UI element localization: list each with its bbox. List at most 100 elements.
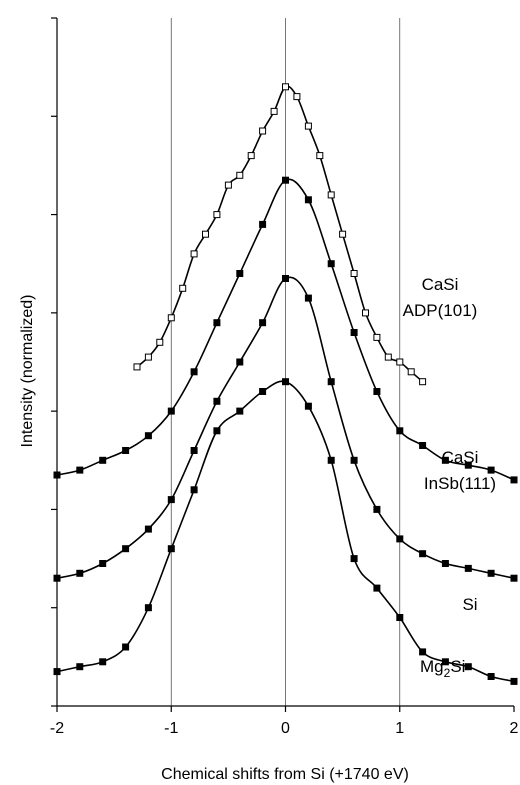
series-2 bbox=[53, 275, 518, 582]
data-point bbox=[259, 127, 267, 135]
data-point bbox=[259, 220, 267, 228]
series-label: CaSi bbox=[442, 448, 479, 467]
data-point bbox=[487, 466, 495, 474]
data-point bbox=[144, 604, 152, 612]
series-1 bbox=[53, 176, 518, 484]
data-point bbox=[350, 456, 358, 464]
data-point bbox=[316, 152, 324, 160]
data-point bbox=[419, 550, 427, 558]
data-point bbox=[213, 427, 221, 435]
data-point bbox=[327, 191, 335, 199]
data-point bbox=[327, 456, 335, 464]
data-point bbox=[99, 658, 107, 666]
data-point bbox=[190, 368, 198, 376]
data-point bbox=[419, 648, 427, 656]
data-point bbox=[384, 353, 392, 361]
data-point bbox=[236, 171, 244, 179]
data-point bbox=[350, 555, 358, 563]
x-tick-label: 1 bbox=[395, 720, 404, 737]
data-point bbox=[373, 505, 381, 513]
data-point bbox=[396, 614, 404, 621]
x-axis-title: Chemical shifts from Si (+1740 eV) bbox=[161, 766, 409, 783]
data-point bbox=[190, 250, 198, 258]
data-point bbox=[76, 466, 84, 474]
data-point bbox=[464, 461, 472, 469]
data-point bbox=[213, 397, 221, 405]
data-point bbox=[362, 309, 369, 317]
data-point bbox=[179, 284, 187, 292]
data-point bbox=[282, 378, 289, 386]
data-point bbox=[339, 230, 347, 238]
data-point bbox=[293, 93, 301, 101]
series-label: InSb(111) bbox=[424, 474, 496, 493]
data-point bbox=[99, 560, 107, 567]
data-point bbox=[304, 122, 312, 130]
data-point bbox=[144, 525, 152, 533]
data-point bbox=[133, 363, 141, 371]
data-point bbox=[304, 402, 312, 410]
data-point bbox=[236, 358, 244, 366]
data-point bbox=[167, 314, 175, 322]
data-point bbox=[190, 486, 198, 494]
data-point bbox=[441, 560, 449, 567]
data-point bbox=[464, 564, 472, 572]
data-point bbox=[441, 456, 449, 464]
data-point bbox=[419, 378, 427, 386]
data-point bbox=[167, 407, 175, 415]
data-point bbox=[224, 181, 232, 189]
data-point bbox=[122, 545, 130, 553]
data-point bbox=[213, 211, 221, 219]
series-label: Si bbox=[462, 595, 477, 614]
x-tick-label: -1 bbox=[164, 720, 178, 737]
data-point bbox=[327, 260, 335, 268]
data-point bbox=[236, 407, 244, 415]
data-point bbox=[510, 574, 518, 582]
data-point bbox=[396, 535, 404, 543]
data-point bbox=[259, 388, 267, 395]
data-point bbox=[304, 196, 312, 204]
data-point bbox=[282, 176, 289, 184]
data-point bbox=[373, 388, 381, 395]
data-point bbox=[99, 456, 107, 464]
data-point bbox=[213, 319, 221, 327]
data-point bbox=[487, 673, 495, 680]
data-point bbox=[167, 496, 175, 504]
series-0 bbox=[133, 83, 427, 386]
data-point bbox=[156, 338, 164, 346]
data-point bbox=[464, 663, 472, 671]
series-labels: CaSi ADP(101) CaSi InSb(111) Si Mg2Si bbox=[403, 275, 496, 680]
data-series bbox=[53, 83, 518, 685]
x-tick-label: -2 bbox=[50, 720, 64, 737]
data-point bbox=[373, 584, 381, 592]
data-point bbox=[510, 677, 518, 685]
data-point bbox=[487, 569, 495, 577]
axes: -2 -1 0 1 2 bbox=[50, 17, 519, 737]
data-point bbox=[407, 368, 415, 376]
data-point bbox=[122, 447, 130, 454]
data-point bbox=[76, 663, 84, 671]
data-point bbox=[441, 658, 449, 666]
series-label: CaSi bbox=[422, 275, 459, 294]
data-point bbox=[122, 643, 130, 651]
data-point bbox=[396, 427, 404, 435]
data-point bbox=[247, 152, 255, 160]
data-point bbox=[167, 545, 175, 553]
data-point bbox=[350, 270, 358, 277]
series-label: Mg2Si bbox=[420, 657, 465, 680]
data-point bbox=[236, 270, 244, 277]
data-point bbox=[259, 319, 267, 327]
data-point bbox=[327, 378, 335, 386]
data-point bbox=[144, 353, 152, 361]
data-point bbox=[304, 294, 312, 302]
data-point bbox=[419, 442, 427, 449]
series-label: ADP(101) bbox=[403, 301, 478, 320]
x-tick-label: 0 bbox=[281, 720, 290, 737]
data-point bbox=[396, 358, 404, 366]
data-point bbox=[282, 83, 289, 91]
data-point bbox=[282, 275, 289, 282]
data-point bbox=[510, 476, 518, 484]
data-point bbox=[202, 230, 209, 238]
data-point bbox=[76, 569, 84, 577]
data-point bbox=[270, 107, 278, 115]
